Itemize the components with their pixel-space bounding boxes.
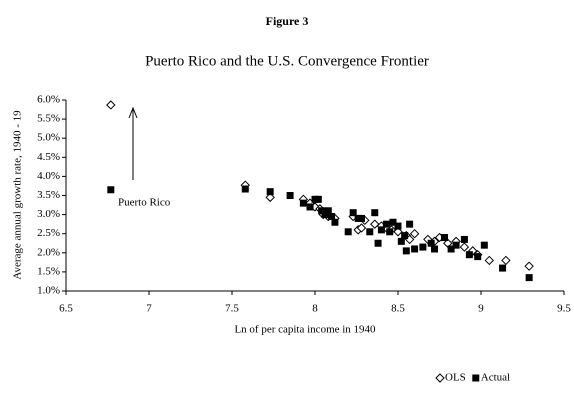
- point: [286, 192, 294, 199]
- point: [331, 218, 339, 226]
- point: [306, 203, 314, 211]
- point: [349, 209, 357, 217]
- y-tick-label: 6.0%: [37, 94, 60, 106]
- y-tick-label: 1.5%: [37, 265, 60, 277]
- y-tick-label: 5.0%: [37, 132, 60, 144]
- point: [406, 220, 414, 228]
- point: [241, 185, 249, 193]
- x-tick-label: 7.5: [225, 303, 239, 315]
- point: [452, 241, 460, 249]
- y-tick-label: 4.5%: [37, 151, 60, 163]
- point: [499, 264, 507, 272]
- point: [371, 209, 379, 217]
- y-tick-label: 3.0%: [37, 208, 60, 220]
- y-tick-label: 2.0%: [37, 246, 60, 258]
- legend-marker: [472, 374, 480, 382]
- point: [393, 227, 403, 237]
- x-tick-label: 7: [146, 303, 152, 315]
- point: [484, 255, 495, 266]
- point: [106, 100, 116, 110]
- point: [328, 213, 336, 221]
- point: [318, 207, 326, 215]
- point: [459, 242, 470, 252]
- point: [397, 237, 405, 245]
- y-tick-label: 2.5%: [37, 227, 60, 239]
- point: [321, 211, 329, 219]
- point: [366, 228, 374, 236]
- point: [299, 199, 307, 207]
- point: [480, 241, 488, 249]
- y-tick-label: 4.0%: [37, 170, 60, 182]
- point: [357, 214, 365, 222]
- chart-title: Puerto Rico and the U.S. Convergence Fro…: [145, 53, 429, 69]
- point: [427, 239, 435, 247]
- point: [460, 235, 468, 243]
- point: [324, 207, 332, 215]
- y-tick-label: 1.0%: [37, 285, 60, 297]
- y-tick-label: 5.5%: [37, 113, 60, 125]
- figure-label: Figure 3: [266, 14, 309, 28]
- point: [386, 228, 394, 236]
- x-tick-label: 8: [312, 303, 318, 315]
- y-axis-label: Average annual growth rate, 1940 - 19: [12, 110, 24, 280]
- point: [411, 245, 419, 253]
- point: [394, 222, 402, 230]
- point: [402, 247, 410, 255]
- point: [377, 226, 385, 234]
- x-tick-label: 8.5: [391, 303, 405, 315]
- point: [419, 243, 427, 251]
- annotation: Puerto Rico: [118, 197, 171, 209]
- point: [525, 274, 533, 282]
- point: [431, 245, 439, 253]
- point: [447, 245, 455, 253]
- x-tick-label: 9.5: [557, 303, 571, 315]
- x-tick-label: 6.5: [59, 303, 73, 315]
- legend-marker: [435, 373, 445, 383]
- legend-label: Actual: [481, 372, 510, 384]
- x-axis-label: Ln of per capita income in 1940: [234, 324, 376, 336]
- point: [107, 186, 115, 194]
- point: [356, 223, 367, 233]
- point: [501, 255, 511, 266]
- point: [465, 251, 473, 259]
- arrow-head: [128, 106, 138, 119]
- point: [314, 195, 322, 203]
- legend-label: OLS: [445, 372, 466, 384]
- point: [474, 253, 482, 261]
- point: [440, 234, 448, 242]
- point: [370, 219, 380, 229]
- point: [344, 228, 352, 236]
- point: [409, 228, 420, 239]
- point: [524, 261, 534, 271]
- point: [265, 192, 275, 203]
- y-tick-label: 3.5%: [37, 189, 60, 201]
- point: [382, 220, 390, 228]
- point: [389, 218, 397, 226]
- x-tick-label: 9: [478, 303, 484, 315]
- point: [401, 232, 409, 240]
- point: [266, 188, 274, 196]
- point: [374, 239, 382, 247]
